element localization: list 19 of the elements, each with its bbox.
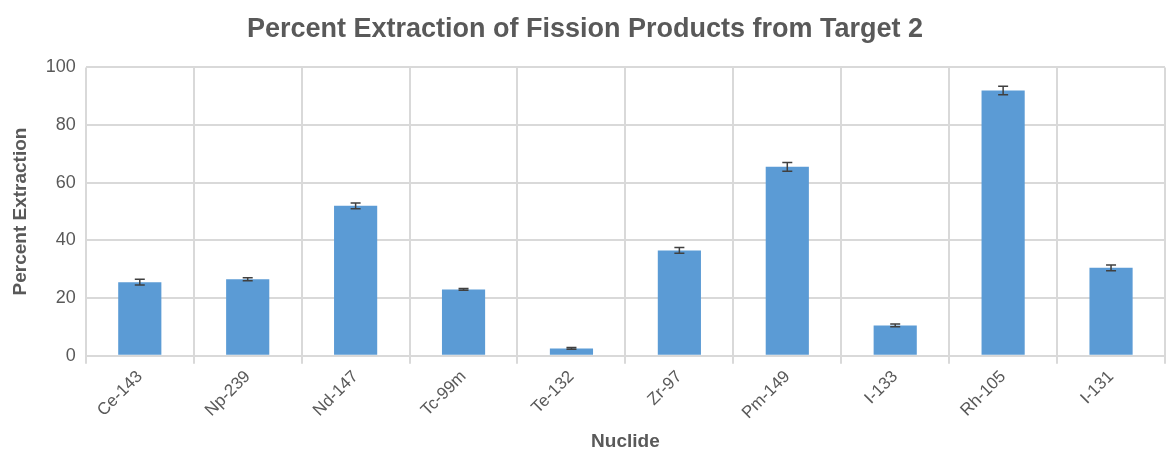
bar: [981, 90, 1025, 355]
chart-title: Percent Extraction of Fission Products from Target 2: [246, 12, 924, 43]
bar: [226, 279, 270, 355]
y-tick-label: 80: [55, 114, 76, 135]
bar: [441, 289, 486, 355]
bar: [873, 325, 917, 355]
bar: [1089, 267, 1133, 355]
bar: [118, 282, 162, 355]
y-axis-title: Percent Extraction: [8, 127, 30, 296]
y-tick-label: 20: [55, 287, 76, 307]
y-tick-label: 40: [55, 229, 76, 250]
bar: [765, 166, 809, 355]
x-axis-title: Nuclide: [591, 429, 660, 451]
y-tick-label: 0: [65, 344, 76, 365]
y-tick-label: 100: [45, 56, 76, 77]
y-tick-label: 60: [55, 171, 76, 192]
bar: [657, 250, 701, 355]
bar: [549, 348, 594, 355]
bar: [334, 205, 378, 355]
